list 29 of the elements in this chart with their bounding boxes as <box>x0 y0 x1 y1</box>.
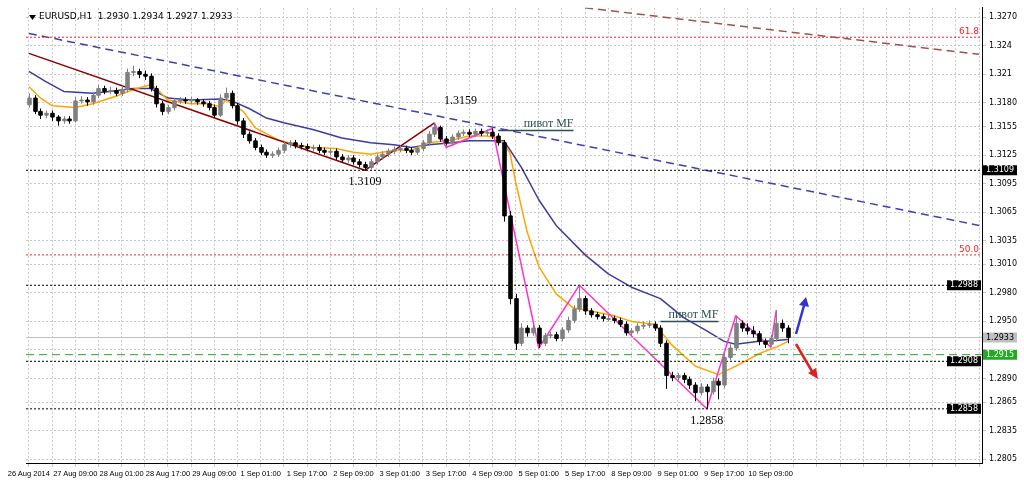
ref-line-label: 1.2988 <box>950 280 979 290</box>
y-tick-label: 1.3010 <box>989 259 1018 269</box>
annotation: 50.0 <box>958 243 980 254</box>
y-tick-label: 1.3125 <box>989 150 1018 160</box>
ref-line-label: 1.2915 <box>986 349 1015 359</box>
ref-line-label: 1.2908 <box>950 356 979 366</box>
annotation: 1.2858 <box>690 412 724 427</box>
y-tick-label: 1.3180 <box>989 97 1018 107</box>
annotation: 61.8 <box>958 26 980 37</box>
ref-line-label: 1.3109 <box>986 165 1015 175</box>
y-tick-label: 1.3065 <box>989 207 1018 217</box>
chart-title: EURUSD,H1 1.2930 1.2934 1.2927 1.2933 <box>39 11 233 22</box>
series-label: пивот MF <box>523 115 574 130</box>
y-tick-label: 1.321 <box>989 69 1012 79</box>
y-tick-label: 1.2980 <box>989 287 1018 297</box>
y-tick-label: 1.3270 <box>989 12 1018 22</box>
y-tick-label: 1.3155 <box>989 121 1018 131</box>
y-tick-label: 1.2805 <box>989 454 1018 464</box>
y-tick-label: 1.2865 <box>989 397 1018 407</box>
y-tick-label: 1.2835 <box>989 425 1018 435</box>
y-tick-label: 1.3095 <box>989 178 1018 188</box>
y-tick-label: 1.2890 <box>989 373 1018 383</box>
y-tick-label: 1.2950 <box>989 316 1018 326</box>
ref-line-label: 1.2933 <box>986 332 1015 342</box>
y-tick-label: 1.3035 <box>989 235 1018 245</box>
annotation: 1.3109 <box>348 174 382 189</box>
ref-line-label: 1.2858 <box>950 403 979 413</box>
y-tick-label: 1.324 <box>989 40 1012 50</box>
annotation: 1.3159 <box>443 92 477 107</box>
